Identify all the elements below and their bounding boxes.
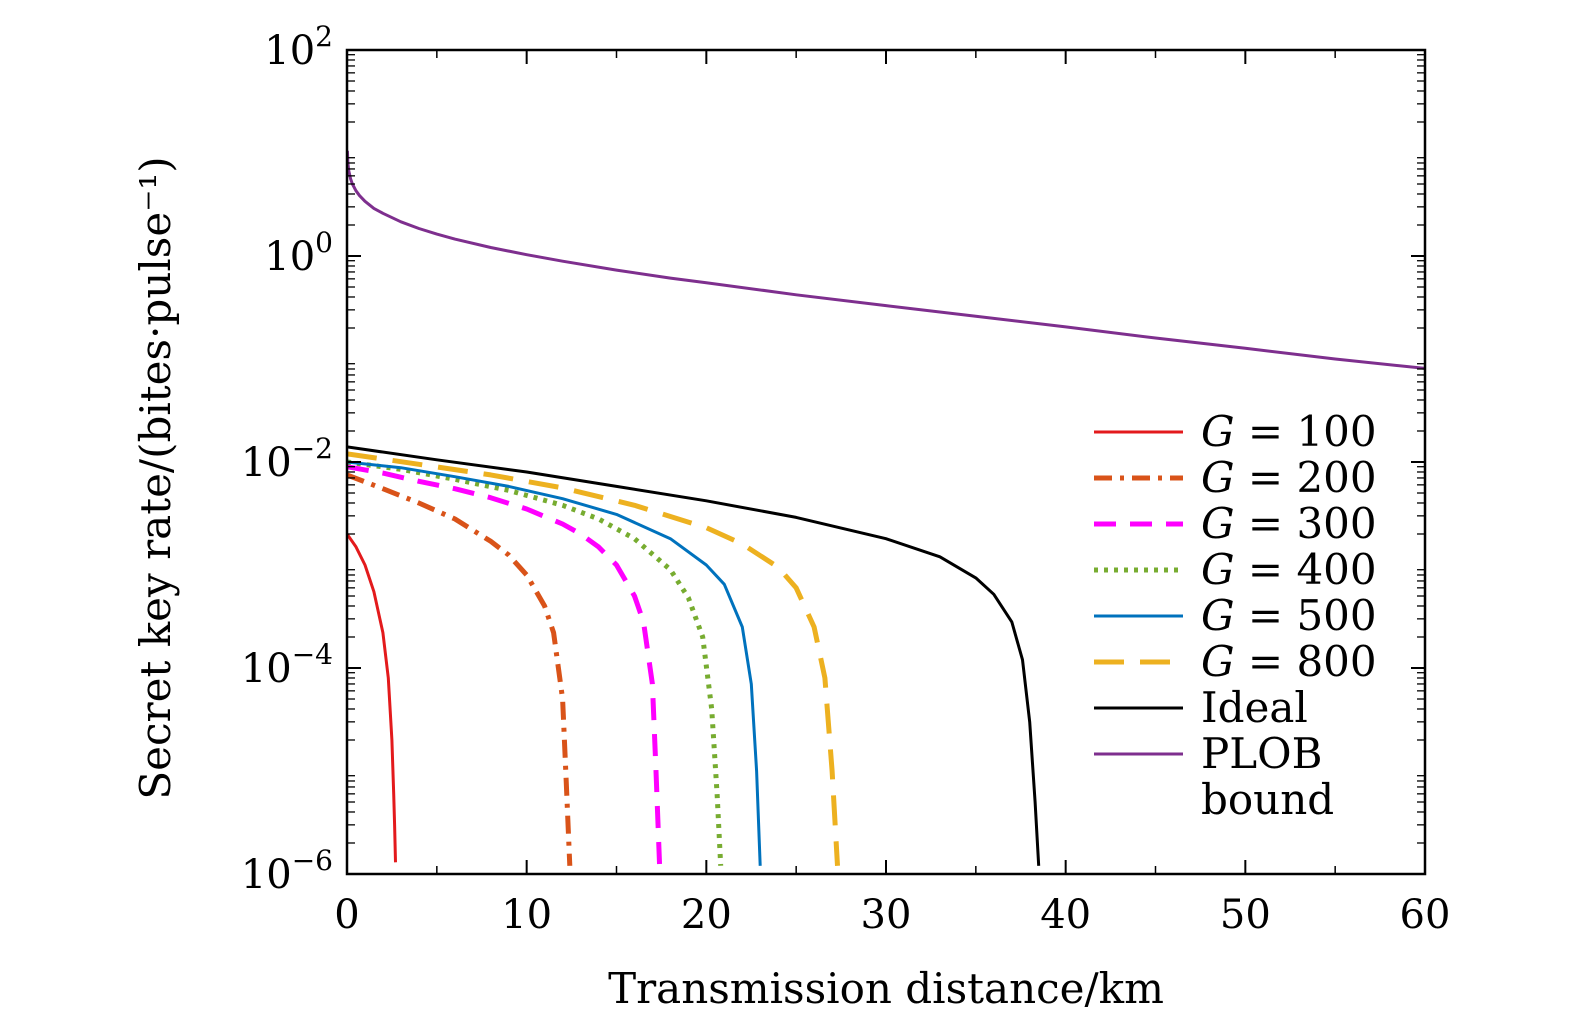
curves-layer <box>347 150 1425 866</box>
series-line-7 <box>347 150 1425 370</box>
legend-variable: G <box>1201 637 1235 686</box>
x-tick-label-1: 10 <box>501 892 552 938</box>
y-tick-base: 10 <box>241 440 292 486</box>
legend-label-6: Ideal <box>1201 683 1308 732</box>
legend-label-2: G = 300 <box>1201 499 1377 548</box>
y-axis-label: Secret key rate/(bites·pulse⁻¹) <box>131 156 180 799</box>
x-tick-label-2: 20 <box>681 892 732 938</box>
series-line-2 <box>347 464 663 866</box>
y-tick-base: 10 <box>241 646 292 692</box>
y-tick-exponent: −6 <box>292 844 333 877</box>
legend-value: = 300 <box>1235 499 1377 548</box>
y-tick-label-3: 100 <box>264 226 333 280</box>
legend-label-4: G = 500 <box>1201 591 1377 640</box>
x-tick-label-4: 40 <box>1040 892 1091 938</box>
legend-value: = 500 <box>1235 591 1377 640</box>
x-tick-label-5: 50 <box>1220 892 1271 938</box>
y-tick-label-0: 10−6 <box>241 844 333 898</box>
legend-label-1: G = 200 <box>1201 453 1377 502</box>
legend-label-0: G = 100 <box>1201 407 1377 456</box>
legend-value: PLOB <box>1201 729 1322 778</box>
legend-value: = 200 <box>1235 453 1377 502</box>
y-tick-label-2: 10−2 <box>241 432 333 486</box>
legend-value: = 100 <box>1235 407 1377 456</box>
series-line-1 <box>347 472 573 866</box>
legend-variable: G <box>1201 499 1235 548</box>
y-tick-base: 10 <box>264 28 315 74</box>
x-tick-label-3: 30 <box>861 892 912 938</box>
x-tick-label-6: 60 <box>1400 892 1451 938</box>
legend-label-5: G = 800 <box>1201 637 1377 686</box>
x-axis-label: Transmission distance/km <box>608 964 1164 1013</box>
legend-value: = 800 <box>1235 637 1377 686</box>
y-tick-exponent: −4 <box>292 638 333 671</box>
legend-label-7-line2: bound <box>1201 775 1334 824</box>
x-tick-label-0: 0 <box>334 892 359 938</box>
y-tick-label-1: 10−4 <box>241 638 333 692</box>
series-line-5 <box>347 451 840 866</box>
legend-variable: G <box>1201 545 1235 594</box>
y-tick-base: 10 <box>241 852 292 898</box>
legend-variable: G <box>1201 591 1235 640</box>
y-tick-label-4: 102 <box>264 20 333 74</box>
legend-label-7: PLOB <box>1201 729 1322 778</box>
series-line-6 <box>347 445 1041 866</box>
legend-variable: G <box>1201 453 1235 502</box>
legend-label-3: G = 400 <box>1201 545 1377 594</box>
y-tick-exponent: 2 <box>315 20 333 53</box>
legend-value: = 400 <box>1235 545 1377 594</box>
legend-variable: G <box>1201 407 1235 456</box>
y-tick-base: 10 <box>264 234 315 280</box>
y-tick-exponent: −2 <box>292 432 333 465</box>
series-line-0 <box>347 533 397 863</box>
legend-value: Ideal <box>1201 683 1308 732</box>
y-tick-exponent: 0 <box>315 226 333 259</box>
series-line-3 <box>347 459 724 866</box>
series-line-4 <box>347 460 762 866</box>
